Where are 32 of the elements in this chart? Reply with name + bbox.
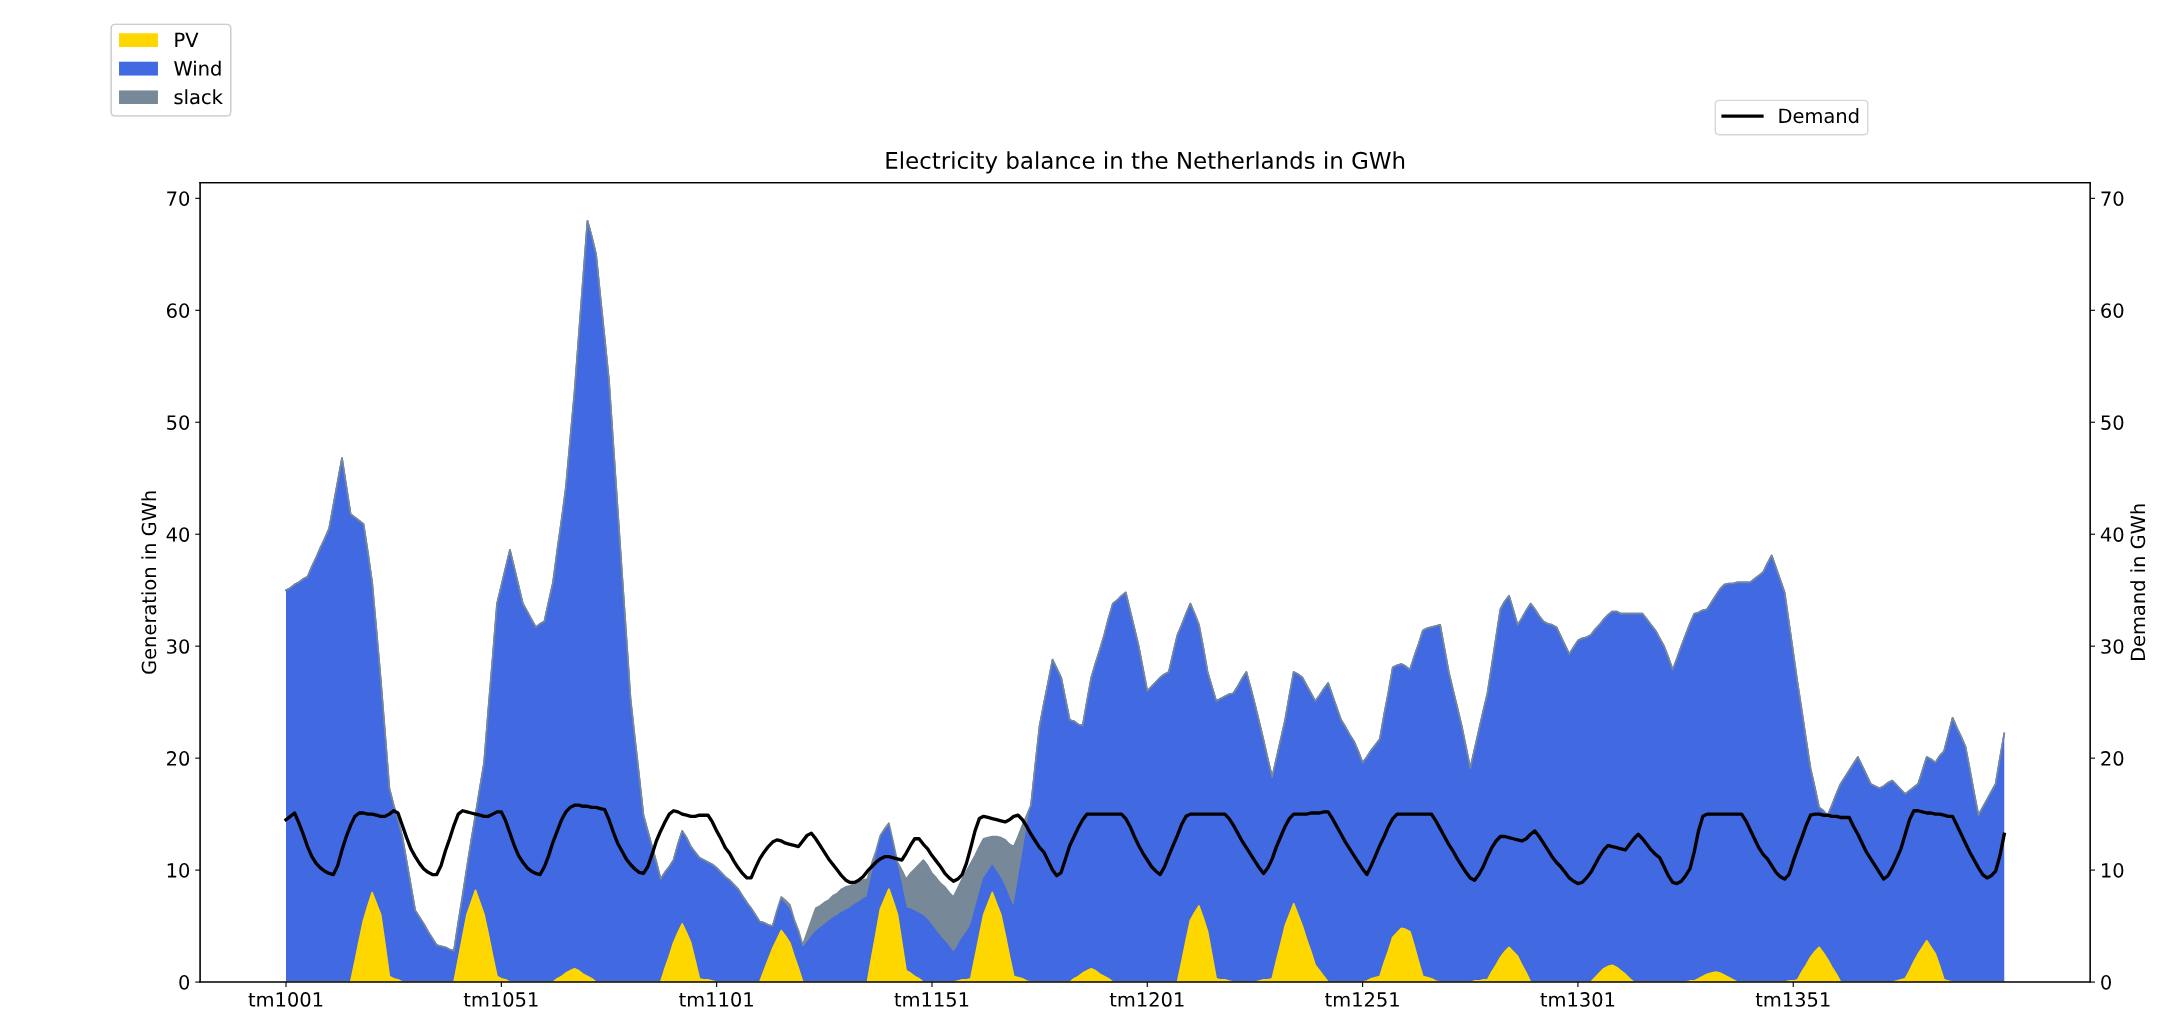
x-tick-label: tm1101 bbox=[679, 992, 753, 1007]
y2-tick-label: 70 bbox=[2101, 191, 2124, 206]
legend-label: Wind bbox=[174, 60, 221, 76]
y-tick-label: 20 bbox=[167, 751, 190, 766]
y-tick-label: 60 bbox=[166, 303, 190, 318]
y2-tick-label: 40 bbox=[2100, 527, 2124, 542]
legend-label: slack bbox=[174, 89, 223, 105]
y2-tick-label: 30 bbox=[2101, 639, 2124, 654]
y2-tick-label: 60 bbox=[2101, 303, 2124, 318]
y2-tick-label: 0 bbox=[2101, 975, 2111, 990]
y-tick-label: 30 bbox=[167, 639, 190, 654]
x-tick-label: tm1301 bbox=[1540, 992, 1615, 1007]
x-tick-label: tm1001 bbox=[248, 992, 323, 1007]
legend-label: PV bbox=[175, 32, 199, 47]
y2-tick-label: 20 bbox=[2101, 751, 2124, 766]
y2-tick-label: 50 bbox=[2101, 415, 2124, 430]
y2-axis-title: Demand in GWh bbox=[2130, 504, 2146, 661]
y-tick-label: 0 bbox=[179, 975, 190, 990]
y-tick-label: 10 bbox=[167, 863, 190, 878]
x-tick-label: tm1351 bbox=[1755, 992, 1830, 1007]
y-tick-label: 50 bbox=[167, 415, 190, 430]
x-tick-label: tm1151 bbox=[894, 992, 969, 1007]
line-series bbox=[284, 803, 2006, 886]
legend-label: Demand bbox=[1779, 108, 1859, 124]
chart-title: Electricity balance in the Netherlands in GWh bbox=[886, 151, 1405, 174]
y-axis-title: Generation in GWh bbox=[141, 491, 157, 674]
x-tick-label: tm1201 bbox=[1109, 992, 1184, 1007]
x-tick-label: tm1251 bbox=[1325, 992, 1399, 1007]
x-tick-label: tm1051 bbox=[463, 992, 538, 1007]
y-tick-label: 70 bbox=[167, 191, 190, 206]
y-tick-label: 40 bbox=[166, 527, 190, 542]
y2-tick-label: 10 bbox=[2102, 863, 2124, 878]
